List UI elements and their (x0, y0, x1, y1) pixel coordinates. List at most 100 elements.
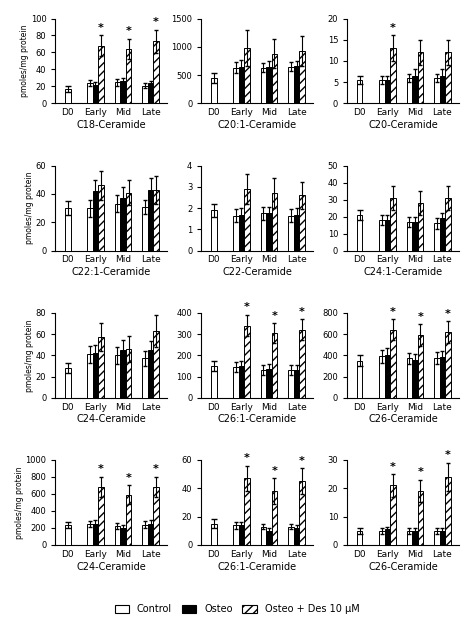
Bar (98, 487, 104, 545)
Bar (299, 51, 305, 104)
X-axis label: C22:1-Ceramide: C22:1-Ceramide (72, 267, 151, 277)
Bar (87, 83, 92, 104)
Bar (244, 479, 250, 545)
Bar (272, 193, 277, 251)
Bar (407, 358, 412, 397)
Text: *: * (299, 306, 305, 316)
Bar (357, 215, 363, 251)
Y-axis label: pmoles/mg protein: pmoles/mg protein (20, 25, 29, 97)
Bar (126, 495, 131, 545)
Bar (120, 529, 126, 545)
Text: *: * (390, 306, 396, 316)
Bar (154, 487, 159, 545)
Bar (434, 78, 440, 104)
Bar (299, 330, 305, 397)
Bar (261, 213, 266, 251)
Bar (98, 337, 104, 397)
Bar (261, 68, 266, 104)
Bar (238, 215, 244, 251)
Text: *: * (126, 473, 131, 483)
Bar (379, 356, 384, 397)
Bar (148, 524, 154, 545)
Text: *: * (244, 303, 250, 313)
Bar (87, 208, 92, 251)
Bar (272, 333, 277, 397)
Bar (126, 49, 131, 104)
Bar (92, 353, 98, 397)
Bar (87, 354, 92, 397)
Bar (445, 477, 451, 545)
Bar (412, 531, 418, 545)
Bar (418, 491, 423, 545)
Text: *: * (98, 23, 104, 33)
Bar (294, 66, 299, 104)
Bar (211, 524, 217, 545)
Bar (390, 330, 395, 397)
Bar (65, 208, 71, 251)
Bar (294, 215, 299, 251)
Text: *: * (299, 456, 305, 466)
Bar (266, 67, 272, 104)
Bar (211, 78, 217, 104)
Text: *: * (153, 464, 159, 474)
Bar (211, 210, 217, 251)
Bar (390, 485, 395, 545)
Bar (390, 198, 395, 251)
Bar (288, 215, 294, 251)
Bar (390, 48, 395, 104)
Bar (244, 326, 250, 397)
Text: *: * (418, 312, 423, 322)
Bar (357, 80, 363, 104)
Bar (384, 355, 390, 397)
Bar (379, 80, 384, 104)
Bar (288, 527, 294, 545)
Bar (65, 525, 71, 545)
Bar (445, 332, 451, 397)
Bar (440, 357, 445, 397)
Bar (272, 54, 277, 104)
Bar (440, 76, 445, 104)
Bar (384, 80, 390, 104)
Bar (445, 52, 451, 104)
X-axis label: C18-Ceramide: C18-Ceramide (76, 120, 146, 130)
Bar (244, 189, 250, 251)
Bar (115, 355, 120, 397)
Bar (384, 529, 390, 545)
X-axis label: C22-Ceramide: C22-Ceramide (222, 267, 292, 277)
Bar (412, 76, 418, 104)
Bar (434, 358, 440, 397)
Bar (142, 525, 148, 545)
Bar (288, 370, 294, 397)
Bar (418, 203, 423, 251)
Bar (233, 367, 238, 397)
Bar (299, 195, 305, 251)
Bar (142, 85, 148, 104)
X-axis label: C26-Ceramide: C26-Ceramide (368, 414, 438, 424)
Bar (233, 215, 238, 251)
Bar (434, 223, 440, 251)
Bar (418, 335, 423, 397)
Bar (407, 222, 412, 251)
Text: *: * (390, 462, 396, 472)
Bar (261, 527, 266, 545)
Bar (407, 531, 412, 545)
Bar (244, 48, 250, 104)
Bar (238, 67, 244, 104)
Bar (288, 67, 294, 104)
X-axis label: C26:1-Ceramide: C26:1-Ceramide (218, 414, 297, 424)
Bar (379, 531, 384, 545)
Text: *: * (272, 466, 277, 476)
Bar (379, 220, 384, 251)
Bar (434, 531, 440, 545)
Bar (65, 368, 71, 397)
Bar (261, 370, 266, 397)
Bar (98, 185, 104, 251)
Bar (142, 207, 148, 251)
Bar (148, 190, 154, 251)
Bar (120, 198, 126, 251)
Bar (126, 193, 131, 251)
Text: *: * (244, 453, 250, 463)
Text: *: * (153, 17, 159, 27)
Bar (115, 526, 120, 545)
Text: *: * (272, 311, 277, 321)
